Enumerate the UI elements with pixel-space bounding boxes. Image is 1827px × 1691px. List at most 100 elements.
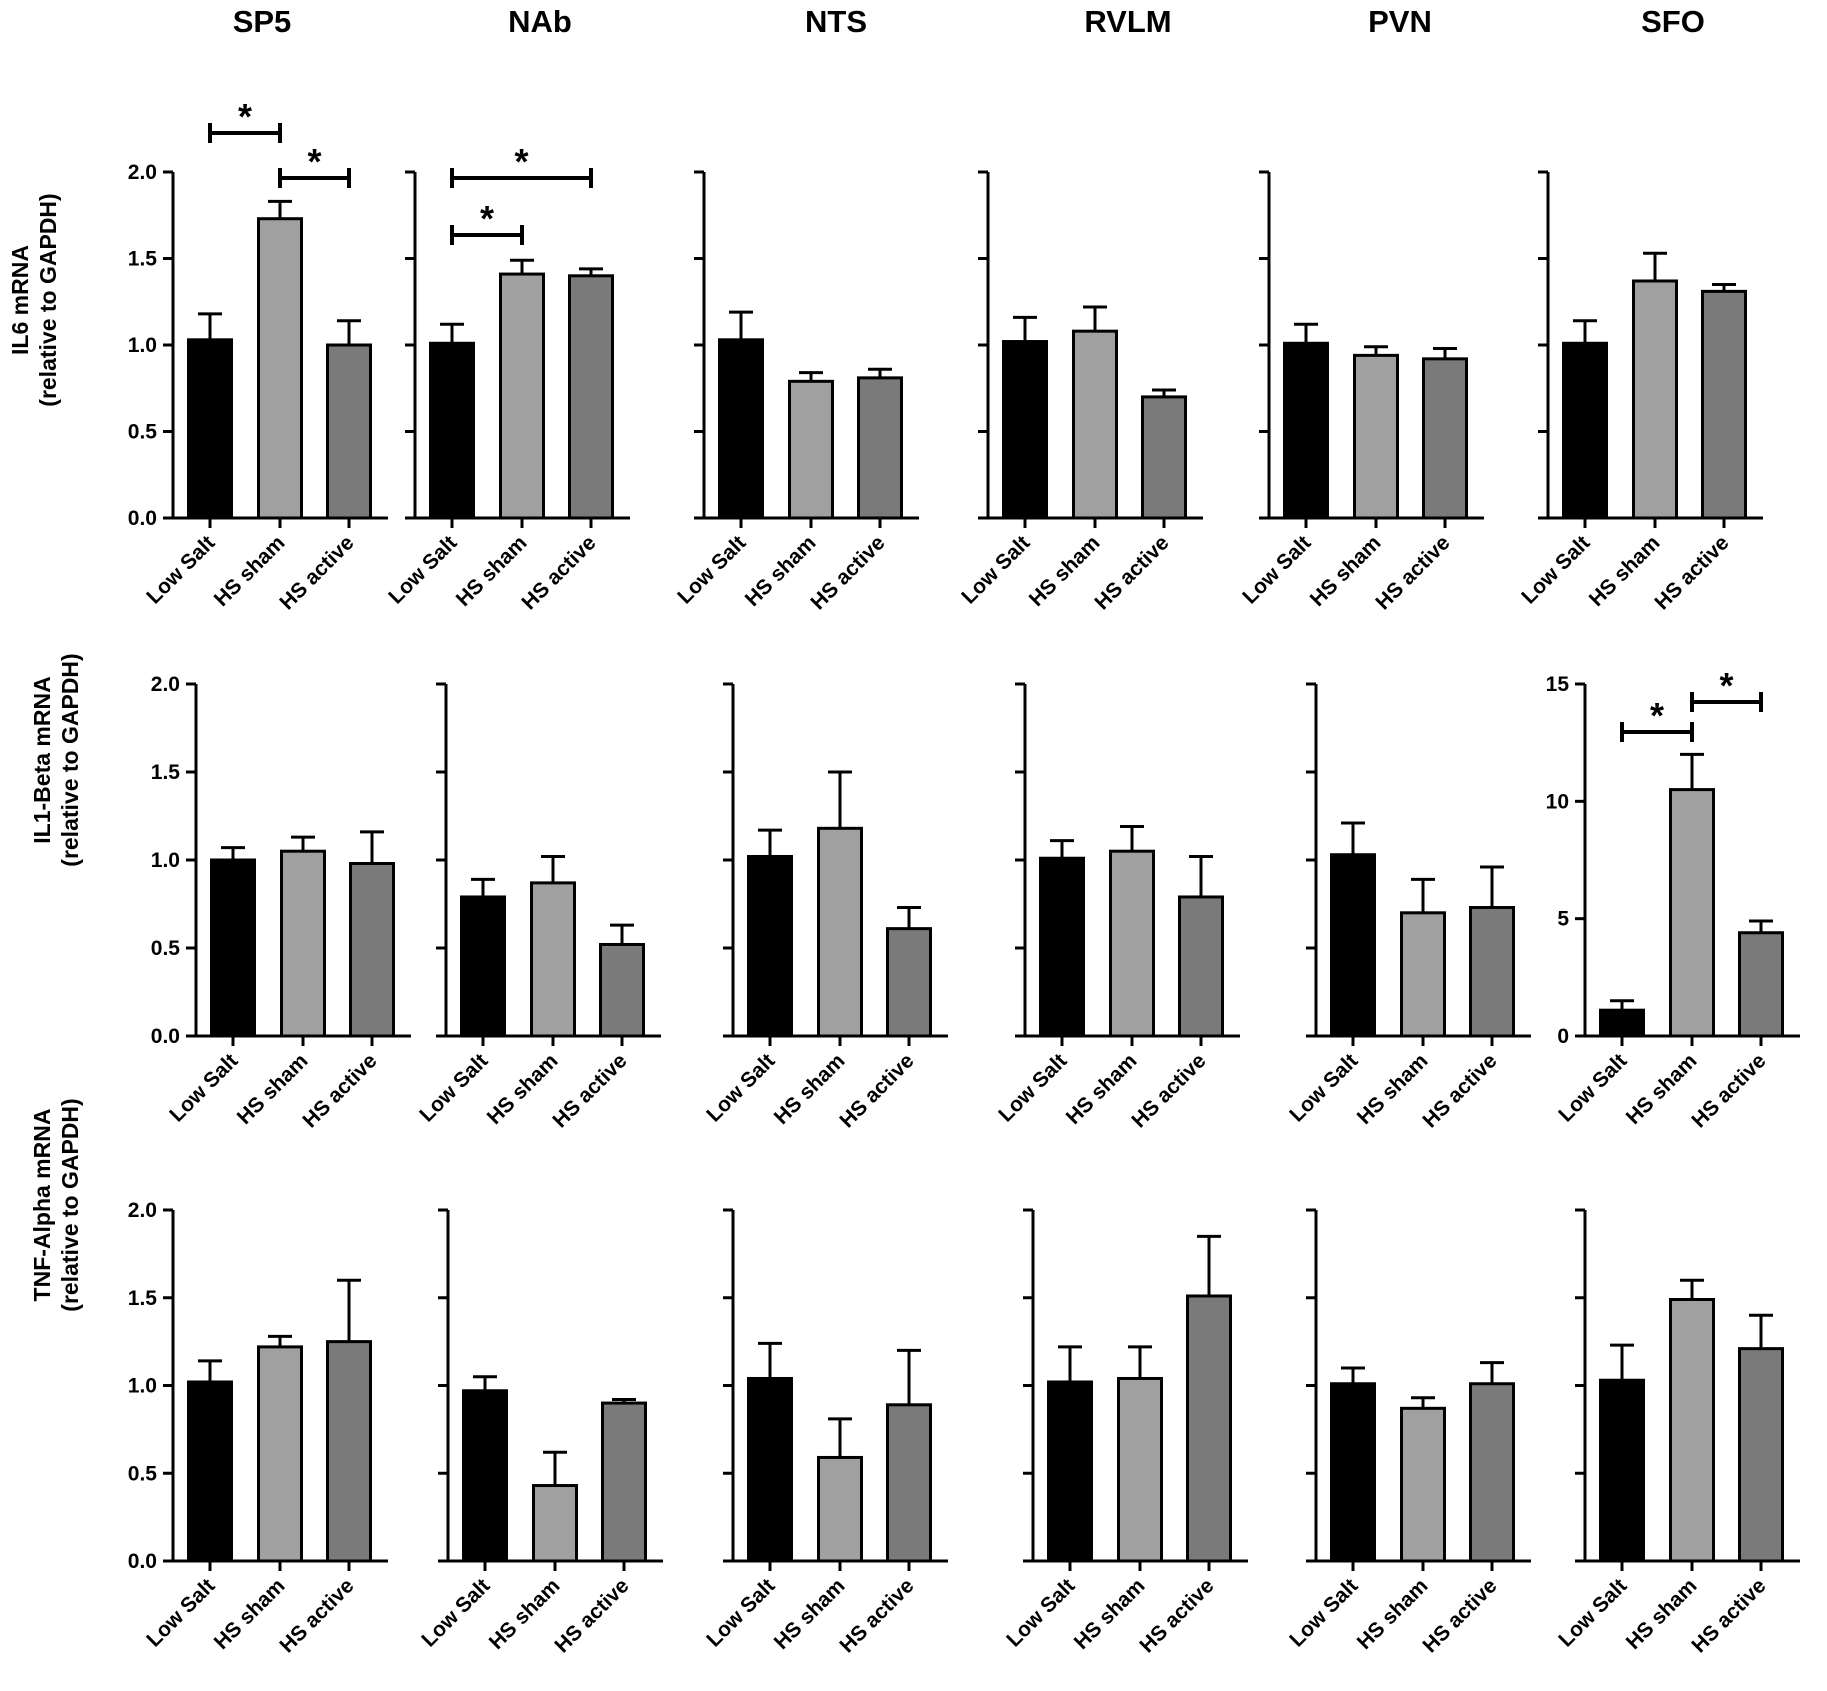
y-tick-label: 2.0 [128,1199,157,1222]
bar-hs-active [1469,1382,1515,1563]
x-tick-label: HS active [835,1049,918,1132]
bar-low-salt [210,858,256,1038]
region-title-nab: NAb [508,4,572,39]
bar-hs-sham [257,1345,303,1563]
y-tick-label: 0 [1557,1025,1569,1048]
y-tick-label: 0.5 [128,421,158,444]
y-tick-label: 0.0 [128,1550,157,1573]
x-tick-label: HS active [550,1574,633,1657]
bar-hs-sham [1353,353,1399,520]
bar-low-salt [1599,1378,1645,1563]
x-tick-label: HS active [1418,1574,1501,1657]
y-tick-label: 1.5 [128,248,158,271]
x-tick-label: Low Salt [142,1574,219,1651]
x-tick-label: Low Salt [415,1049,492,1126]
bar-hs-active [599,942,645,1038]
x-tick-label: HS active [548,1049,631,1132]
bar-hs-sham [1109,849,1155,1038]
ylabel-line-1: IL1-Beta mRNA [29,676,55,843]
y-tick-label: 1.0 [128,1375,157,1398]
bar-hs-sham [499,272,545,520]
x-tick-label: Low Salt [1285,1574,1362,1651]
bar-hs-sham [1669,1298,1715,1563]
bar-low-salt [1002,340,1048,520]
x-tick-label: HS active [806,531,889,614]
bar-hs-sham [1072,329,1118,520]
bar-hs-active [1141,395,1187,520]
bar-low-salt [1330,1382,1376,1563]
significance-star: * [514,141,528,182]
x-tick-label: Low Salt [994,1049,1071,1126]
bar-hs-active [1422,357,1468,520]
x-tick-label: HS active [1687,1574,1770,1657]
bar-hs-active [1738,1347,1784,1563]
x-tick-label: Low Salt [1554,1049,1631,1126]
bar-hs-active [857,376,903,520]
row-ylabel-il6: IL6 mRNA (relative to GAPDH) [7,193,61,406]
x-tick-label: Low Salt [957,531,1034,608]
x-tick-label: HS active [1687,1049,1770,1132]
y-tick-label: 1.5 [128,1287,158,1310]
y-tick-label: 15 [1546,673,1570,696]
bar-low-salt [1562,341,1608,520]
x-tick-label: HS active [1127,1049,1210,1132]
region-title-row: SP5 NAb NTS RVLM PVN SFO [233,4,1705,39]
ylabel-line-2: (relative to GAPDH) [57,653,83,866]
x-tick-label: HS active [298,1049,381,1132]
bar-low-salt [187,1380,233,1563]
bar-hs-active [601,1401,647,1563]
bar-hs-sham [1632,279,1678,520]
bar-low-salt [1599,1008,1645,1038]
y-tick-label: 10 [1546,790,1569,813]
x-tick-label: Low Salt [1554,1574,1631,1651]
region-title-rvlm: RVLM [1084,4,1171,39]
y-tick-label: 0.0 [128,507,157,530]
x-tick-label: Low Salt [1517,531,1594,608]
y-tick-label: 1.0 [128,334,157,357]
bar-hs-active [568,274,614,520]
bar-low-salt [747,1376,793,1563]
x-tick-label: HS active [1650,531,1733,614]
region-title-sp5: SP5 [233,4,292,39]
x-tick-label: HS active [275,1574,358,1657]
bar-hs-active [886,1403,932,1563]
ylabel-line-2: (relative to GAPDH) [35,193,61,406]
region-title-pvn: PVN [1368,4,1432,39]
y-tick-label: 0.5 [128,1462,158,1485]
x-tick-label: HS active [275,531,358,614]
bar-low-salt [1039,856,1085,1038]
significance-star: * [480,198,494,239]
bar-hs-sham [1400,1406,1446,1563]
bar-hs-sham [817,1455,863,1563]
region-title-nts: NTS [805,4,867,39]
y-tick-label: 2.0 [128,161,157,184]
x-tick-label: HS active [1371,531,1454,614]
bar-hs-active [1701,289,1747,520]
bar-hs-sham [530,881,576,1038]
significance-star: * [1650,695,1664,736]
bar-low-salt [718,338,764,520]
bar-hs-sham [1669,788,1715,1038]
ylabel-line-1: IL6 mRNA [7,245,33,355]
bar-low-salt [1330,853,1376,1038]
row-ylabel-il1beta: IL1-Beta mRNA (relative to GAPDH) [29,653,83,866]
bar-hs-active [349,862,395,1038]
x-tick-label: HS active [835,1574,918,1657]
ylabel-line-2: (relative to GAPDH) [57,1098,83,1311]
bar-hs-active [1469,906,1515,1038]
x-tick-label: HS active [517,531,600,614]
bar-hs-active [886,927,932,1038]
